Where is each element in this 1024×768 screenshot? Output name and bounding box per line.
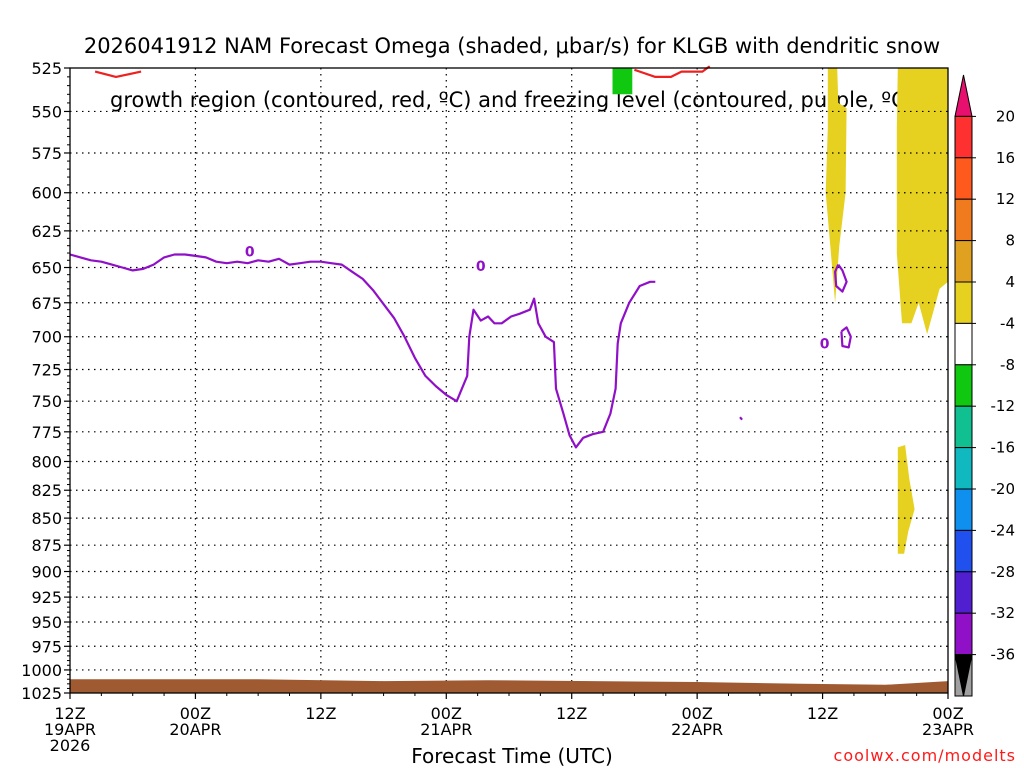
y-tick-label-925: 925	[31, 588, 62, 607]
y-tick-label-850: 850	[31, 509, 62, 528]
y-tick-label-525: 525	[31, 59, 62, 78]
colorbar-label-3: 8	[1005, 232, 1015, 250]
x-tick-label-24-0: 12Z	[305, 704, 336, 723]
y-tick-label-600: 600	[31, 184, 62, 203]
contour-line-2	[69, 253, 656, 449]
plot-frame	[69, 67, 949, 694]
x-tick-label-0-2: 2026	[50, 736, 91, 755]
contour-label-1: 0	[476, 259, 486, 275]
colorbar-box-11	[954, 529, 973, 573]
x-tick-label-0-0: 12Z	[54, 704, 85, 723]
colorbar-box-6	[954, 322, 973, 366]
y-tick-label-950: 950	[31, 613, 62, 632]
y-tick-label-700: 700	[31, 328, 62, 347]
y-tick-label-550: 550	[31, 102, 62, 121]
x-tick-label-84-1: 23APR	[922, 720, 974, 739]
contour-line-4	[840, 326, 852, 349]
y-tick-label-800: 800	[31, 452, 62, 471]
colorbar-box-7	[954, 364, 973, 407]
colorbar-label-10: -24	[991, 521, 1016, 539]
ground-layer	[70, 679, 948, 693]
omega-region-3	[897, 445, 915, 554]
contour-label-bg-2	[819, 335, 830, 352]
colorbar-label-12: -32	[991, 604, 1016, 622]
contour-line-5	[739, 416, 743, 421]
y-tick-label-1025: 1025	[21, 684, 62, 703]
x-axis-title: Forecast Time (UTC)	[411, 744, 613, 768]
y-tick-label-775: 775	[31, 423, 62, 442]
ground-fill	[70, 679, 948, 693]
colorbar-label-0: 20	[996, 107, 1015, 125]
y-tick-label-975: 975	[31, 637, 62, 656]
x-tick-label-60-1: 22APR	[671, 720, 723, 739]
colorbar-box-12	[954, 571, 973, 614]
contour-label-2: 0	[820, 336, 830, 352]
omega-shading	[612, 68, 948, 554]
x-tick-label-60-0: 00Z	[681, 704, 712, 723]
chart-title-line2: growth region (contoured, red, ºC) and f…	[110, 88, 914, 112]
credit-link[interactable]: coolwx.com/modelts	[833, 746, 1016, 765]
contour-label-0: 0	[245, 245, 255, 261]
y-tick-label-650: 650	[31, 259, 62, 278]
y-tick-label-675: 675	[31, 294, 62, 313]
colorbar-label-2: 12	[996, 190, 1015, 208]
contour-label-bg-1	[475, 258, 486, 275]
colorbar-label-11: -28	[991, 563, 1016, 581]
colorbar-box-2	[954, 157, 973, 200]
colorbar-box-8	[954, 405, 973, 449]
contour-label-bg-0	[244, 243, 255, 260]
y-tick-label-750: 750	[31, 392, 62, 411]
x-tick-label-72-0: 12Z	[807, 704, 838, 723]
y-tick-label-825: 825	[31, 481, 62, 500]
omega-region-1	[825, 68, 847, 303]
colorbar-box-1	[954, 115, 973, 159]
x-tick-label-48-0: 12Z	[556, 704, 587, 723]
x-tick-label-12-1: 20APR	[169, 720, 221, 739]
omega-region-2	[896, 68, 948, 335]
chart-title-line1: 2026041912 NAM Forecast Omega (shaded, μ…	[83, 34, 941, 58]
contour-lines: 0 0 0	[69, 65, 852, 449]
colorbar-top-arrow	[954, 74, 973, 117]
colorbar-box-3	[954, 198, 973, 242]
colorbar-label-9: -20	[991, 480, 1016, 498]
y-tick-label-900: 900	[31, 563, 62, 582]
colorbar-bottom-arrow	[954, 654, 973, 697]
y-tick-label-625: 625	[31, 222, 62, 241]
colorbar-box-10	[954, 488, 973, 531]
colorbar-label-6: -8	[1000, 356, 1015, 374]
colorbar-label-7: -12	[991, 397, 1016, 415]
colorbar-box-9	[954, 447, 973, 490]
x-tick-label-12-0: 00Z	[180, 704, 211, 723]
colorbar-box-13	[954, 612, 973, 656]
y-tick-label-875: 875	[31, 536, 62, 555]
colorbar-label-13: -36	[991, 646, 1016, 664]
colorbar: 20 16 12 8 4 -4 -8 -12 -16 -20 -24 -28 -32 -36	[954, 74, 1016, 697]
colorbar-label-4: 4	[1005, 273, 1015, 291]
grid-lines	[70, 68, 948, 693]
contour-line-3	[834, 263, 848, 293]
colorbar-label-5: -4	[1000, 314, 1015, 332]
y-tick-label-1000: 1000	[21, 661, 62, 680]
contour-line-0	[94, 70, 142, 78]
chart-title: 2026041912 NAM Forecast Omega (shaded, μ…	[0, 6, 1024, 141]
x-tick-label-36-0: 00Z	[431, 704, 462, 723]
y-tick-label-725: 725	[31, 361, 62, 380]
colorbar-box-4	[954, 240, 973, 283]
contour-line-1	[634, 65, 711, 78]
colorbar-label-1: 16	[996, 149, 1015, 167]
omega-region-0	[612, 68, 633, 95]
x-tick-label-0-1: 19APR	[44, 720, 96, 739]
colorbar-box-5	[954, 281, 973, 324]
axes: 525 550 575 600 625 650 675 700 725 750 775 800 825 8…	[21, 59, 974, 755]
x-tick-label-36-1: 21APR	[420, 720, 472, 739]
x-tick-label-84-0: 00Z	[932, 704, 963, 723]
colorbar-label-8: -16	[991, 439, 1016, 457]
y-tick-label-575: 575	[31, 144, 62, 163]
